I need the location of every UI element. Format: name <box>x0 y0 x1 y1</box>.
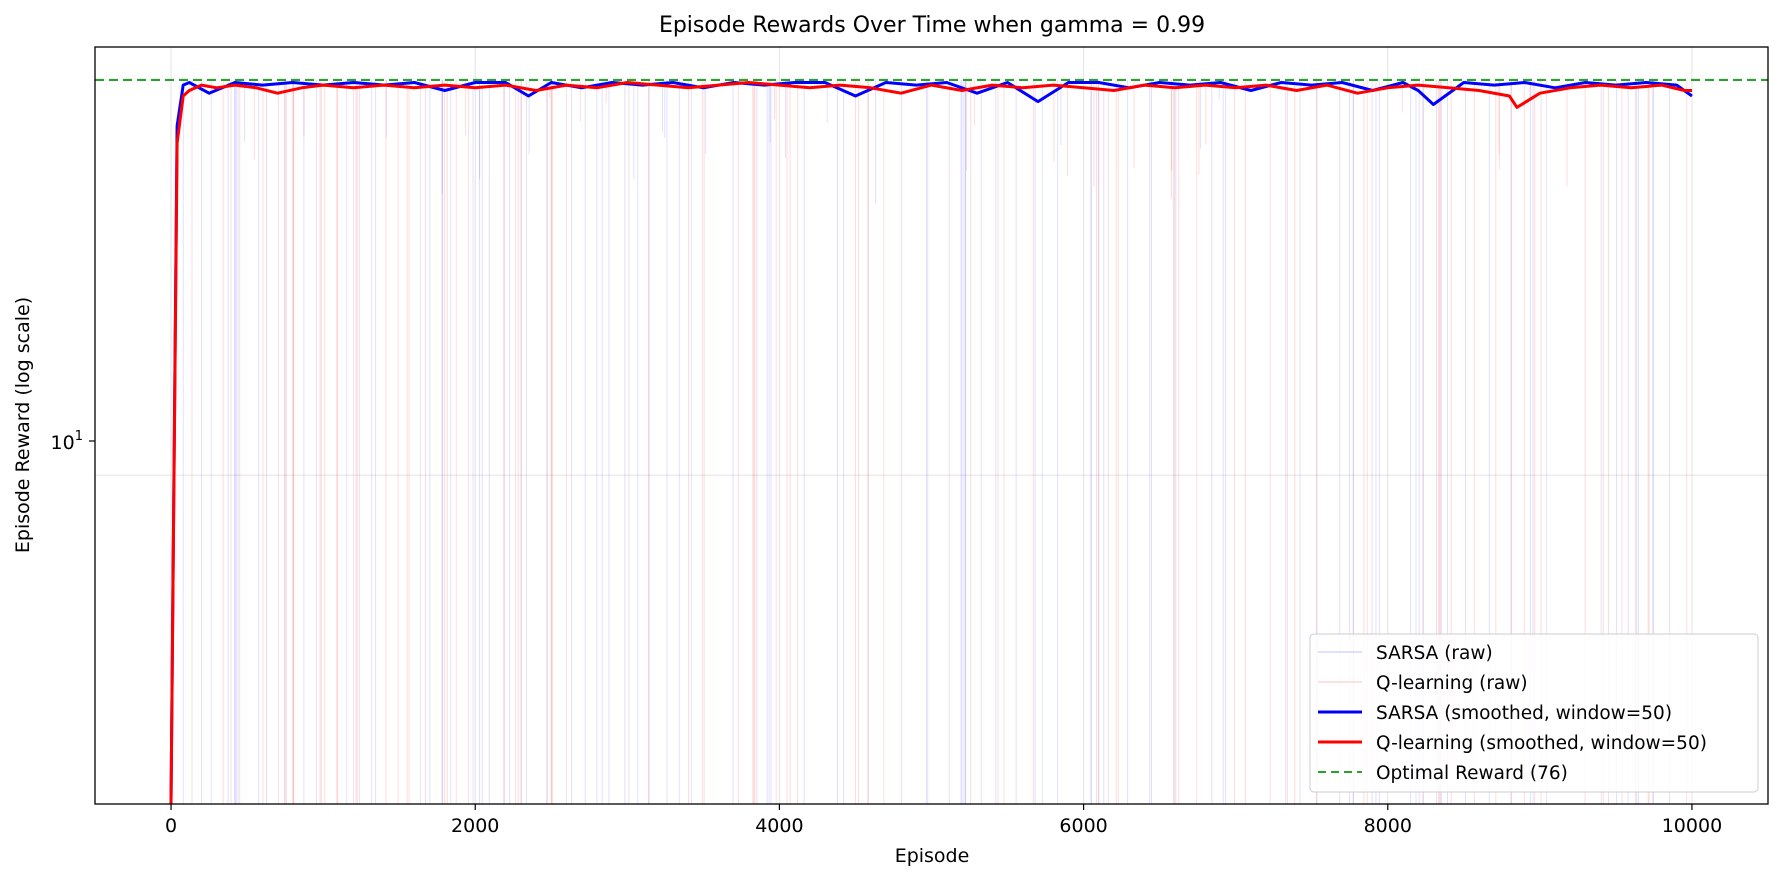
series-lines <box>169 81 1693 805</box>
legend-label-qlearning-raw: Q-learning (raw) <box>1376 673 1528 694</box>
x-tick-label: 8000 <box>1364 815 1412 837</box>
grid <box>95 47 1768 804</box>
x-tick-label: 0 <box>165 815 177 837</box>
legend-label-sarsa-raw: SARSA (raw) <box>1376 643 1493 664</box>
legend-label-qlearning-smoothed: Q-learning (smoothed, window=50) <box>1376 733 1707 754</box>
y-axis-title: Episode Reward (log scale) <box>12 297 34 553</box>
legend-box <box>1309 633 1759 793</box>
chart-title: Episode Rewards Over Time when gamma = 0… <box>659 13 1205 38</box>
x-axis-title: Episode <box>895 845 970 867</box>
x-axis: 0 2000 4000 6000 8000 10000 <box>165 804 1722 837</box>
x-tick-label: 2000 <box>451 815 499 837</box>
y-tick-label-10: 101 <box>51 429 83 454</box>
x-tick-label: 4000 <box>755 815 803 837</box>
x-tick-label: 10000 <box>1662 815 1722 837</box>
legend-label-optimal: Optimal Reward (76) <box>1376 763 1568 784</box>
x-tick-label: 6000 <box>1059 815 1107 837</box>
plot-frame <box>94 46 1769 805</box>
sarsa-smoothed-line <box>169 81 1693 805</box>
qlearning-smoothed-line <box>169 81 1692 805</box>
y-axis: 101 <box>51 429 95 454</box>
legend-label-sarsa-smoothed: SARSA (smoothed, window=50) <box>1376 703 1672 724</box>
legend: SARSA (raw) Q-learning (raw) SARSA (smoo… <box>1309 633 1759 793</box>
